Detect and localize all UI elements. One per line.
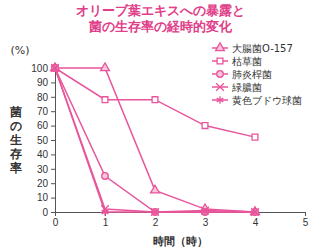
tick-mark — [51, 126, 55, 127]
x-label: 時間（時） — [153, 235, 208, 248]
series-line — [55, 68, 255, 212]
series-line — [55, 68, 255, 212]
tick: 5 — [303, 212, 309, 228]
tick: 30 — [37, 164, 55, 175]
point — [102, 208, 109, 216]
point — [52, 64, 59, 72]
tick-mark — [51, 111, 55, 112]
legend-label: 枯草菌 — [232, 56, 262, 67]
tick-mark — [51, 183, 55, 184]
tick-label: 4 — [253, 217, 259, 228]
tick-label: 1 — [103, 217, 109, 228]
point — [52, 65, 59, 72]
tick-label: 40 — [37, 149, 49, 160]
legend-marker — [217, 71, 224, 78]
tick-label: 80 — [37, 92, 49, 103]
series-line — [55, 68, 255, 212]
legend-label: 緑膿菌 — [231, 82, 262, 93]
point — [252, 134, 258, 140]
tick-mark — [51, 82, 55, 83]
tick-label: 90 — [37, 77, 49, 88]
point — [102, 173, 109, 180]
tick: 90 — [37, 77, 55, 88]
tick: 70 — [37, 106, 55, 117]
series-line — [55, 68, 255, 212]
y-unit: (%) — [10, 44, 29, 57]
tick-label: 20 — [37, 178, 49, 189]
tick-label: 50 — [37, 135, 49, 146]
tick-label: 3 — [203, 217, 209, 228]
legend-marker — [217, 58, 223, 64]
tick-label: 30 — [37, 164, 49, 175]
tick: 0 — [42, 207, 55, 218]
legend-label: 肺炎桿菌 — [232, 69, 272, 80]
tick-label: 0 — [42, 207, 48, 218]
tick: 1 — [103, 212, 109, 228]
legend: 大腸菌O-157 枯草菌肺炎桿菌緑膿菌黄色ブドウ球菌 — [212, 43, 302, 106]
tick: 20 — [37, 178, 55, 189]
chart: オリーブ葉エキスへの暴露と菌の生存率の経時的変化0102030405060708… — [0, 0, 320, 250]
x-axis: 0 1 2 3 4 5 — [53, 212, 309, 228]
point — [252, 208, 259, 216]
plot — [51, 63, 260, 216]
point — [152, 208, 159, 216]
tick: 60 — [37, 120, 55, 131]
point — [202, 208, 209, 216]
point — [151, 185, 160, 193]
point — [202, 123, 208, 129]
tick-mark — [51, 97, 55, 98]
tick-mark — [51, 212, 55, 213]
axis-line — [51, 69, 56, 213]
point — [101, 63, 110, 71]
legend-marker — [216, 43, 225, 51]
tick-mark — [51, 140, 55, 141]
tick-mark — [51, 198, 55, 199]
point — [152, 97, 158, 103]
tick: 40 — [37, 149, 55, 160]
tick: 0 — [53, 212, 59, 228]
title: 菌の生存率の経時的変化 — [88, 19, 233, 34]
tick-mark — [51, 154, 55, 155]
y-axis: 0 10 20 30 40 50 60 70 80 90 100 — [31, 63, 55, 218]
point — [52, 65, 58, 71]
tick-label: 0 — [53, 217, 59, 228]
tick-label: 70 — [37, 106, 49, 117]
tick-label: 10 — [37, 192, 49, 203]
legend-label: 大腸菌O-157 — [232, 43, 293, 54]
tick-label: 60 — [37, 120, 49, 131]
tick-mark — [55, 212, 56, 216]
tick-mark — [51, 169, 55, 170]
series-line — [55, 68, 255, 137]
tick-label: 2 — [153, 217, 159, 228]
y-label: 菌の生存率 — [9, 105, 22, 175]
legend-marker — [216, 83, 224, 91]
legend-label: 黄色ブドウ球菌 — [232, 95, 302, 106]
point — [102, 97, 108, 103]
title: オリーブ葉エキスへの暴露と — [76, 3, 245, 18]
tick-label: 5 — [303, 217, 309, 228]
axis-line — [56, 213, 306, 217]
tick: 50 — [37, 135, 55, 146]
point — [51, 64, 59, 72]
tick-label: 100 — [31, 63, 48, 74]
tick: 10 — [37, 192, 55, 203]
tick: 80 — [37, 92, 55, 103]
tick-mark — [305, 212, 306, 216]
legend-marker — [217, 96, 224, 104]
